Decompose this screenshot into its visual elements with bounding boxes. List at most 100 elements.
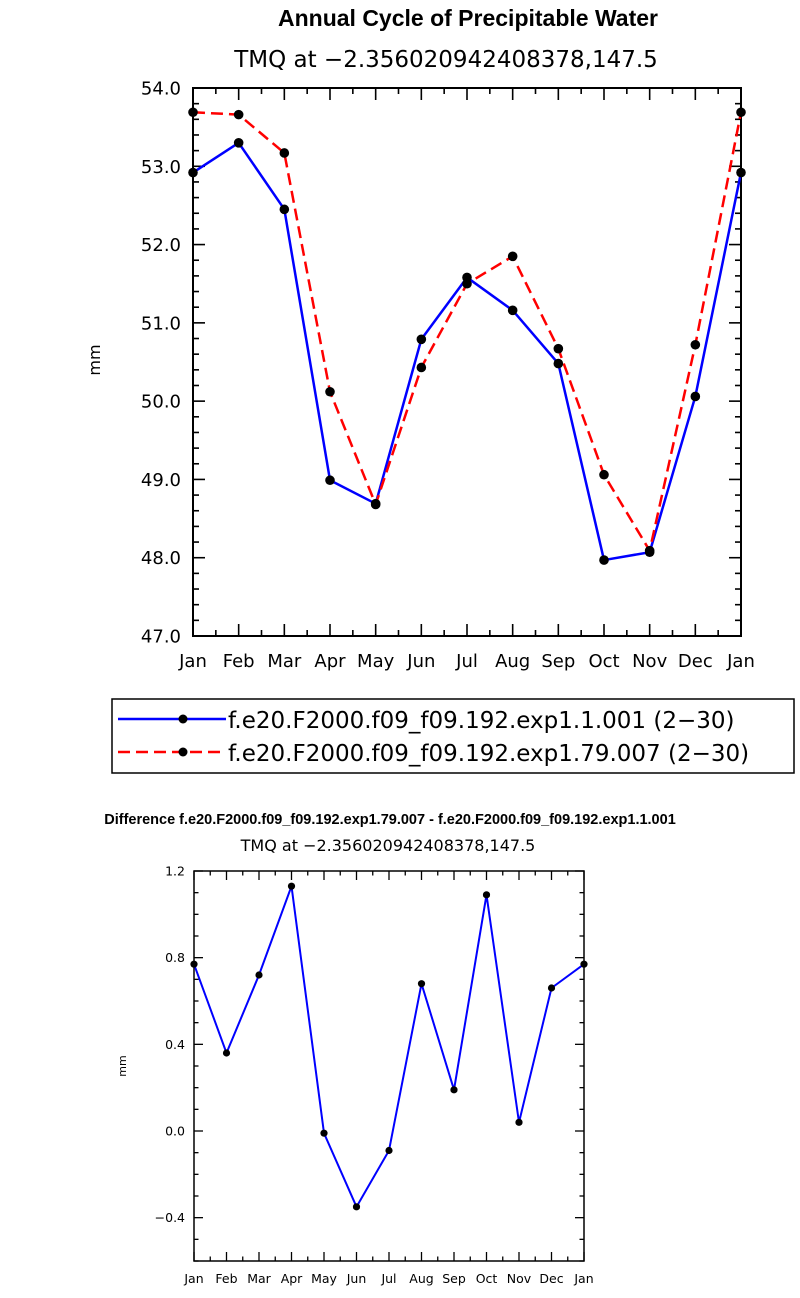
series-1-point [507, 305, 518, 316]
series-1-point [222, 1049, 231, 1057]
y-tick-label: 54.0 [141, 78, 181, 99]
series-1-point [450, 1086, 458, 1094]
x-tick-label: Oct [476, 1271, 498, 1286]
x-tick-label: Apr [314, 651, 346, 672]
series-1-point [233, 138, 244, 148]
series-1-point [553, 358, 564, 369]
top-chart-series [188, 107, 746, 565]
series-1-point [599, 555, 609, 565]
series-1-point [482, 891, 491, 899]
bottom-chart-series [190, 882, 588, 1211]
top-chart-y-tick-labels: 47.0 48.0 49.0 50.0 51.0 52.0 53.0 54.0 [141, 78, 181, 647]
bottom-chart-plot-frame [193, 870, 585, 1262]
series-1-point [416, 334, 427, 345]
series-1-point [690, 391, 701, 402]
series-1-point [385, 1146, 393, 1155]
series-1-point [325, 475, 335, 486]
series-2-point [325, 386, 335, 397]
x-tick-label: Nov [507, 1271, 532, 1286]
series-2-point [644, 545, 655, 556]
y-tick-label: 1.2 [165, 864, 185, 879]
legend-frame [111, 698, 795, 774]
x-tick-label: Mar [267, 651, 302, 672]
top-chart-ticks [192, 87, 742, 637]
series-1-point [515, 1118, 523, 1126]
series-2-point [599, 469, 609, 480]
series-1-point [279, 204, 290, 215]
series-2-point [416, 362, 427, 373]
x-tick-label: Apr [281, 1271, 303, 1286]
series-2-point [462, 278, 472, 289]
x-tick-label: Feb [215, 1271, 237, 1286]
series-2-point [370, 499, 381, 510]
x-tick-label: Feb [223, 651, 255, 672]
top-chart-plot-frame [192, 87, 742, 637]
y-tick-label: 49.0 [141, 470, 181, 491]
series-2-point [233, 109, 244, 120]
series-line-1 [193, 885, 585, 1208]
x-tick-label: Jun [406, 651, 435, 672]
top-chart-x-tick-labels: Jan Feb Mar Apr May Jun Jul Aug Sep Oct Nov Dec Jan [178, 651, 755, 672]
series-2-point [690, 339, 701, 350]
top-chart-ylabel: mm [85, 344, 104, 375]
y-tick-label: 0.8 [165, 950, 185, 965]
y-tick-label: 50.0 [141, 392, 181, 413]
x-tick-label: Jan [726, 651, 755, 672]
bottom-chart-x-tick-labels: Jan Feb Mar Apr May Jun Jul Aug Sep Oct Nov Dec Jan [183, 1271, 593, 1286]
y-tick-label: 53.0 [141, 157, 181, 178]
y-tick-label: 51.0 [141, 313, 181, 334]
x-tick-label: Dec [678, 651, 713, 672]
series-1-point [320, 1129, 328, 1137]
series-1-point [190, 960, 198, 968]
legend-label-series-2: f.e20.F2000.f09_f09.192.exp1.79.007 (2−3… [228, 741, 749, 767]
bottom-chart-subtitle: TMQ at −2.356020942408378,147.5 [240, 836, 536, 855]
series-1-point [580, 960, 588, 968]
series-2-point [553, 343, 564, 354]
x-tick-label: Nov [632, 651, 667, 672]
x-tick-label: Sep [442, 1271, 466, 1286]
bottom-chart-title: Difference f.e20.F2000.f09_f09.192.exp1.… [104, 812, 676, 828]
legend-label-series-1: f.e20.F2000.f09_f09.192.exp1.1.001 (2−30… [228, 708, 734, 734]
x-tick-label: Aug [409, 1271, 433, 1286]
x-tick-label: Jan [183, 1271, 203, 1286]
series-2-point [188, 107, 198, 118]
y-tick-label: −0.4 [155, 1210, 185, 1225]
legend-marker-series-2 [178, 747, 188, 757]
x-tick-label: Aug [495, 651, 530, 672]
series-1-point [352, 1203, 361, 1211]
x-tick-label: Jan [573, 1271, 593, 1286]
legend-marker-series-1 [178, 714, 188, 724]
y-tick-label: 48.0 [141, 548, 181, 569]
series-2-point [736, 107, 746, 118]
y-tick-label: 0.0 [165, 1124, 185, 1139]
series-1-point [287, 882, 296, 890]
series-2-point [507, 251, 518, 262]
series-1-point [736, 167, 746, 178]
x-tick-label: Jun [346, 1271, 367, 1286]
series-1-point [188, 167, 198, 178]
x-tick-label: May [311, 1271, 337, 1286]
x-tick-label: May [357, 651, 395, 672]
y-tick-label: 47.0 [141, 626, 181, 647]
y-tick-label: 0.4 [165, 1037, 185, 1052]
y-tick-label: 52.0 [141, 235, 181, 256]
top-chart-legend: f.e20.F2000.f09_f09.192.exp1.1.001 (2−30… [111, 698, 795, 774]
top-chart-title: Annual Cycle of Precipitable Water [278, 5, 658, 31]
series-2-point [279, 148, 290, 158]
bottom-chart-ticks [193, 870, 585, 1262]
top-chart: Annual Cycle of Precipitable Water TMQ a… [85, 5, 755, 672]
series-line-1 [192, 141, 743, 562]
x-tick-label: Oct [588, 651, 619, 672]
x-tick-label: Jul [455, 651, 478, 672]
x-tick-label: Sep [541, 651, 575, 672]
bottom-chart-ylabel: mm [116, 1055, 129, 1076]
bottom-chart-y-tick-labels: −0.4 0.0 0.4 0.8 1.2 [155, 864, 185, 1226]
x-tick-label: Dec [539, 1271, 563, 1286]
x-tick-label: Jul [380, 1271, 396, 1286]
top-chart-subtitle: TMQ at −2.356020942408378,147.5 [233, 47, 658, 73]
series-1-point [255, 971, 263, 979]
series-1-point [417, 980, 426, 988]
x-tick-label: Mar [247, 1271, 271, 1286]
x-tick-label: Jan [178, 651, 207, 672]
